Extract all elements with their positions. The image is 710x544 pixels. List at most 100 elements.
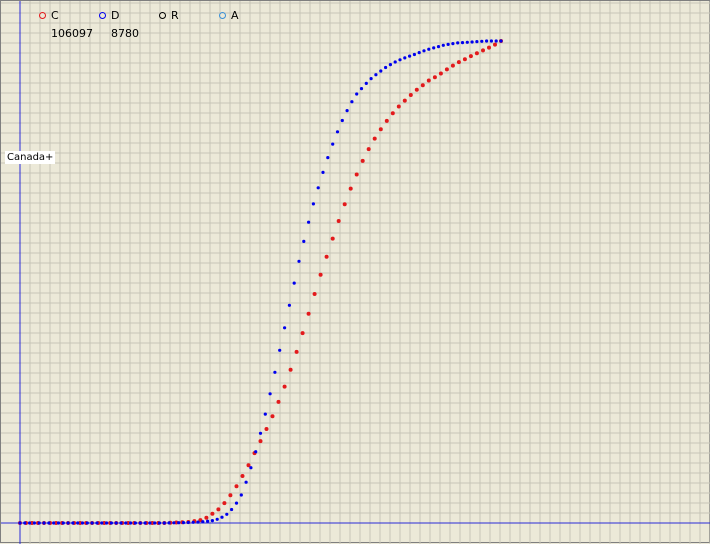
data-point-d (268, 392, 272, 396)
data-point-c (210, 511, 215, 516)
legend-c-marker[interactable] (39, 12, 46, 19)
data-point-d (326, 156, 330, 160)
legend-d-marker[interactable] (99, 12, 106, 19)
data-point-d (157, 521, 162, 525)
data-point-d (76, 521, 80, 525)
data-point-d (436, 45, 441, 49)
data-point-c (102, 521, 107, 525)
data-point-d (287, 303, 291, 307)
data-point-d (273, 370, 277, 374)
data-point-c (318, 272, 323, 277)
legend-c-value: 106097 (51, 27, 93, 40)
legend-a-marker[interactable] (219, 12, 226, 19)
data-point-c (270, 414, 275, 419)
data-point-d (244, 480, 248, 484)
data-point-d (191, 520, 195, 524)
series-d (18, 39, 503, 525)
legend-r-marker[interactable] (159, 12, 166, 19)
data-point-d (47, 521, 51, 525)
data-point-d (465, 40, 469, 44)
data-point-c (126, 521, 131, 525)
data-point-d (311, 202, 315, 206)
data-point-d (417, 51, 421, 55)
data-point-d (18, 521, 22, 525)
data-point-c (456, 60, 461, 65)
data-point-d (206, 519, 210, 523)
data-point-c (306, 311, 311, 316)
data-point-d (143, 521, 147, 525)
legend-d-label[interactable]: D (111, 9, 120, 22)
data-point-c (444, 67, 449, 72)
data-point-c (468, 54, 473, 59)
country-label: Canada+ (5, 151, 56, 164)
data-point-d (234, 501, 239, 505)
data-point-d (427, 47, 431, 51)
data-point-d (258, 431, 263, 435)
data-point-d (153, 521, 157, 525)
data-point-d (350, 100, 354, 104)
data-point-d (162, 521, 166, 525)
data-point-d (422, 49, 426, 53)
data-point-c (150, 521, 155, 525)
data-point-d (220, 515, 224, 519)
data-point-d (302, 239, 306, 243)
data-point-c (378, 127, 383, 132)
data-point-d (129, 521, 133, 525)
data-point-d (249, 466, 253, 470)
legend-c-label[interactable]: C (51, 9, 59, 22)
data-point-d (485, 39, 489, 43)
data-point-d (172, 521, 176, 525)
data-point-d (52, 521, 56, 525)
data-point-c (342, 202, 347, 207)
data-point-d (66, 521, 70, 525)
data-point-d (432, 46, 436, 50)
data-point-d (225, 512, 229, 516)
data-point-d (321, 170, 325, 174)
data-point-d (133, 521, 137, 525)
data-point-c (402, 98, 407, 103)
data-point-d (119, 521, 123, 525)
data-point-d (32, 521, 36, 525)
data-point-c (324, 254, 329, 259)
data-point-d (186, 520, 190, 525)
data-point-c (288, 367, 293, 372)
legend-r-label[interactable]: R (171, 9, 179, 22)
data-point-d (384, 65, 388, 70)
data-point-d (109, 521, 113, 525)
legend-a-label[interactable]: A (231, 9, 239, 22)
data-point-c (336, 219, 341, 223)
data-point-c (276, 399, 281, 404)
data-point-c (282, 384, 287, 389)
data-point-d (316, 186, 320, 190)
data-point-c (384, 118, 389, 123)
data-point-c (54, 521, 59, 525)
data-point-d (138, 521, 142, 525)
data-point-d (105, 521, 109, 525)
data-point-d (494, 39, 498, 43)
data-point-d (124, 521, 128, 525)
data-point-d (307, 220, 311, 224)
data-point-c (462, 57, 467, 62)
data-point-d (278, 348, 282, 352)
data-point-d (100, 521, 104, 525)
data-point-c (396, 104, 401, 109)
data-point-c (438, 71, 443, 76)
data-point-c (246, 463, 251, 468)
data-point-d (441, 43, 445, 47)
data-point-d (215, 517, 219, 521)
data-point-d (254, 450, 258, 454)
data-point-d (388, 63, 392, 67)
data-point-d (331, 142, 335, 146)
data-point-c (228, 493, 233, 498)
data-point-c (390, 111, 395, 116)
data-point-d (364, 81, 368, 85)
data-point-d (456, 41, 460, 45)
data-point-d (335, 130, 340, 134)
data-point-d (408, 54, 412, 58)
data-point-c (234, 484, 239, 489)
data-point-d (37, 521, 41, 525)
data-point-d (489, 39, 493, 43)
